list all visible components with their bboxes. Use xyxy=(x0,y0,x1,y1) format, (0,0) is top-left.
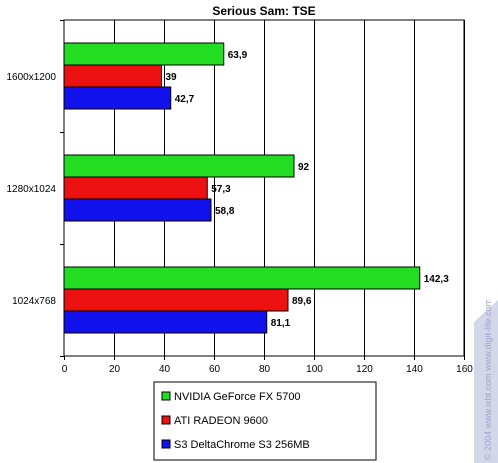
x-tick-label-4: 80 xyxy=(259,364,271,375)
bar-1-2 xyxy=(63,288,289,312)
bar-0-0 xyxy=(63,42,225,66)
legend-swatch-2 xyxy=(161,439,171,449)
x-tick-label-0: 0 xyxy=(62,364,68,375)
category-label-0: 1600x1200 xyxy=(7,72,57,83)
legend-swatch-1 xyxy=(161,415,171,425)
legend-label-0: NVIDIA GeForce FX 5700 xyxy=(174,391,301,403)
watermark-text: © 2004 www.ixbt.com www.digit-life.com xyxy=(483,300,493,460)
legend-swatch-0 xyxy=(161,391,171,401)
category-label-1: 1280x1024 xyxy=(7,184,57,195)
category-label-2: 1024x768 xyxy=(12,296,56,307)
data-label-0-0: 63,9 xyxy=(228,50,248,61)
bar-2-0 xyxy=(63,86,172,110)
x-tick-label-7: 140 xyxy=(406,364,423,375)
x-tick-label-8: 160 xyxy=(456,364,473,375)
x-tick-label-3: 60 xyxy=(209,364,221,375)
data-label-2-0: 42,7 xyxy=(175,94,195,105)
legend-label-1: ATI RADEON 9600 xyxy=(174,415,268,427)
data-label-1-1: 57,3 xyxy=(211,184,231,195)
bar-0-2 xyxy=(63,266,421,290)
data-label-2-1: 58,8 xyxy=(215,206,235,217)
bar-0-1 xyxy=(63,154,295,178)
data-label-0-2: 142,3 xyxy=(424,274,449,285)
data-label-0-1: 92 xyxy=(298,162,310,173)
data-label-1-2: 89,6 xyxy=(292,296,312,307)
data-label-2-2: 81,1 xyxy=(271,318,291,329)
legend-label-2: S3 DeltaChrome S3 256MB xyxy=(174,439,310,451)
legend xyxy=(153,381,377,461)
bar-1-0 xyxy=(63,64,162,88)
x-tick-label-5: 100 xyxy=(306,364,323,375)
watermark: © 2004 www.ixbt.com www.digit-life.com xyxy=(474,300,498,463)
data-label-1-0: 39 xyxy=(166,72,178,83)
x-tick-label-2: 40 xyxy=(159,364,171,375)
chart-title: Serious Sam: TSE xyxy=(212,4,315,18)
x-tick-label-6: 120 xyxy=(356,364,373,375)
x-tick-label-1: 20 xyxy=(109,364,121,375)
bar-2-1 xyxy=(63,198,212,222)
bar-1-1 xyxy=(63,176,208,200)
bar-2-2 xyxy=(63,310,268,334)
